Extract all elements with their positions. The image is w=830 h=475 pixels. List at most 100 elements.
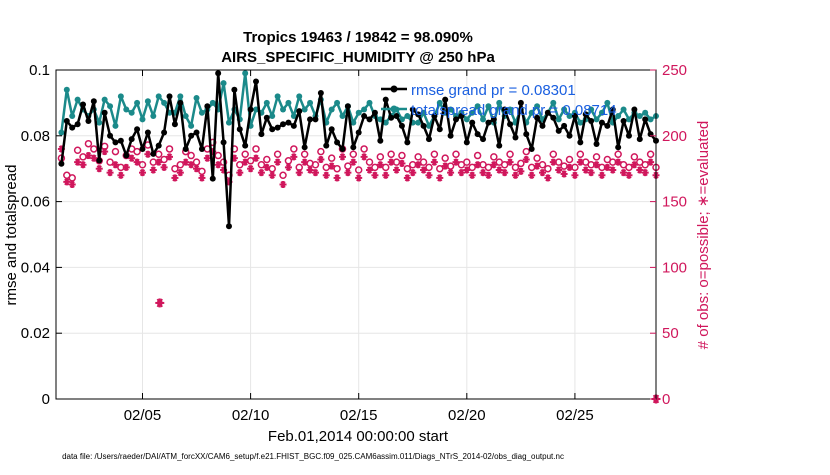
rmse-point xyxy=(604,122,611,129)
rmse-point xyxy=(523,131,530,138)
obs-possible-marker xyxy=(311,161,320,169)
rmse-point xyxy=(598,119,605,126)
totalspread-point xyxy=(534,103,541,110)
rmse-point xyxy=(361,113,368,120)
rmse-point xyxy=(334,139,341,146)
rmse-point xyxy=(447,132,454,139)
rmse-point xyxy=(128,136,135,143)
rmse-point xyxy=(307,116,314,123)
totalspread-point xyxy=(507,106,514,113)
x-tick-label: 02/10 xyxy=(232,407,270,424)
obs-evaluated-marker xyxy=(79,161,87,169)
rmse-point xyxy=(388,114,395,121)
obs-evaluated-marker xyxy=(198,174,206,182)
obs-possible-marker xyxy=(398,151,406,160)
totalspread-point xyxy=(117,93,124,100)
rmse-point xyxy=(204,103,211,110)
totalspread-point xyxy=(366,99,373,106)
x-tick-label: 02/20 xyxy=(448,407,486,424)
totalspread-point xyxy=(480,116,487,123)
obs-evaluated-marker xyxy=(230,154,238,162)
rmse-point xyxy=(269,126,276,133)
y-tick-label: 0.04 xyxy=(21,259,50,276)
y-right-tick-label: 200 xyxy=(662,128,687,145)
obs-evaluated-marker xyxy=(160,163,168,171)
totalspread-point xyxy=(123,106,130,113)
obs-evaluated-marker xyxy=(63,178,71,186)
obs-evaluated-marker xyxy=(311,169,319,177)
obs-possible-marker xyxy=(511,163,520,172)
totalspread-point xyxy=(112,122,119,129)
obs-evaluated-marker xyxy=(625,171,633,179)
totalspread-point xyxy=(469,109,476,116)
rmse-point xyxy=(539,122,546,129)
totalspread-point xyxy=(69,113,76,120)
rmse-point xyxy=(382,96,389,103)
rmse-point xyxy=(555,127,562,134)
obs-possible-marker xyxy=(273,150,282,158)
totalspread-point xyxy=(307,99,314,106)
rmse-point xyxy=(636,136,643,143)
totalspread-point xyxy=(209,99,216,106)
obs-possible-marker xyxy=(279,171,287,180)
totalspread-point xyxy=(636,113,643,120)
rmse-point xyxy=(350,144,357,151)
rmse-point xyxy=(631,106,638,113)
rmse-point xyxy=(609,106,616,113)
totalspread-point xyxy=(139,116,146,123)
obs-evaluated-marker xyxy=(647,158,655,166)
obs-possible-marker xyxy=(133,147,141,156)
obs-evaluated-marker xyxy=(430,158,438,166)
rmse-point xyxy=(355,129,362,136)
rmse-point xyxy=(80,101,87,108)
obs-possible-marker xyxy=(79,153,87,161)
rmse-point xyxy=(285,119,292,126)
obs-possible-marker xyxy=(90,145,98,153)
obs-evaluated-marker xyxy=(333,174,341,182)
obs-evaluated-marker xyxy=(598,171,606,179)
obs-evaluated-marker xyxy=(166,153,174,161)
obs-outlier-dot xyxy=(156,299,163,306)
totalspread-point xyxy=(555,116,562,123)
obs-evaluated-marker xyxy=(317,155,325,164)
rmse-point xyxy=(377,137,384,144)
obs-evaluated-marker xyxy=(279,180,287,189)
totalspread-point xyxy=(474,103,481,110)
totalspread-point xyxy=(350,119,357,126)
obs-evaluated-marker xyxy=(474,161,482,169)
data-file-footnote: data file: /Users/raeder/DAI/ATM_forcXX/… xyxy=(62,452,564,461)
x-tick-label: 02/15 xyxy=(340,407,378,424)
legend-spread-label: totalspread grand pr = 0.08714 xyxy=(411,102,617,119)
obs-evaluated-marker xyxy=(268,171,276,179)
rmse-point xyxy=(161,129,168,136)
obs-evaluated-marker xyxy=(138,169,146,177)
obs-evaluated-marker xyxy=(566,163,574,171)
obs-possible-marker xyxy=(517,159,525,168)
obs-evaluated-marker xyxy=(517,167,525,175)
totalspread-point xyxy=(193,94,200,101)
totalspread-point xyxy=(58,129,65,136)
totalspread-point xyxy=(101,96,108,103)
totalspread-point xyxy=(107,103,114,110)
totalspread-point xyxy=(566,113,573,120)
rmse-point xyxy=(296,108,303,115)
rmse-point xyxy=(344,103,351,110)
rmse-point xyxy=(409,106,416,113)
legend-rmse-label: rmse grand pr = 0.08301 xyxy=(411,82,576,99)
rmse-point xyxy=(253,78,259,85)
rmse-point xyxy=(561,122,568,129)
rmse-point xyxy=(85,117,92,124)
rmse-point xyxy=(582,111,589,118)
obs-possible-marker xyxy=(84,139,93,148)
rmse-point xyxy=(480,136,487,143)
obs-evaluated-marker xyxy=(306,166,314,174)
x-tick-label: 02/25 xyxy=(556,407,594,424)
obs-evaluated-marker xyxy=(84,152,92,160)
obs-evaluated-marker xyxy=(171,174,179,182)
rmse-point xyxy=(398,122,405,129)
obs-evaluated-marker xyxy=(182,158,190,166)
x-axis-label: Feb.01,2014 00:00:00 start xyxy=(268,428,449,445)
obs-evaluated-marker xyxy=(338,153,346,161)
obs-possible-marker xyxy=(344,162,352,170)
obs-possible-marker xyxy=(268,164,276,173)
